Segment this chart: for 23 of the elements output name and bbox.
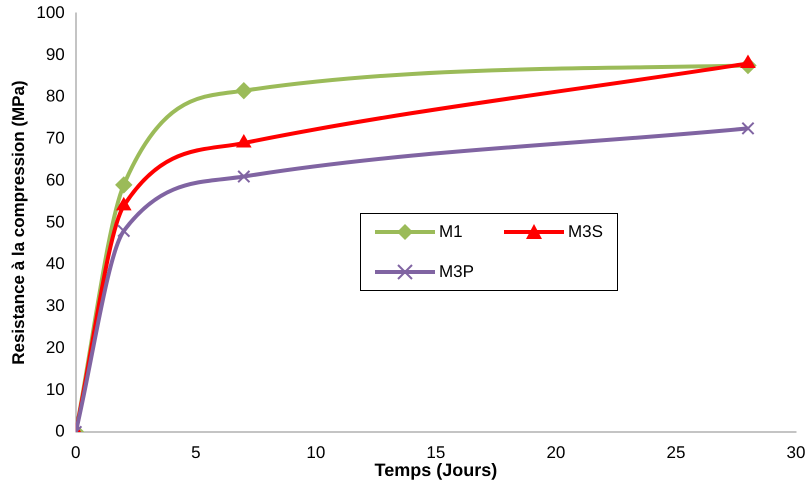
y-tick-label: 60 bbox=[46, 170, 65, 190]
y-tick-label: 90 bbox=[46, 44, 65, 64]
y-axis-title: Resistance à la compression (MPa) bbox=[8, 80, 28, 365]
y-tick-label: 100 bbox=[36, 2, 65, 22]
legend-label: M3P bbox=[439, 262, 474, 282]
y-tick-label: 0 bbox=[55, 422, 65, 441]
y-tick-label: 70 bbox=[46, 128, 65, 148]
x-tick-label: 30 bbox=[786, 442, 806, 462]
y-tick-label: 50 bbox=[46, 212, 65, 232]
x-tick-label: 5 bbox=[191, 442, 201, 462]
x-tick-label: 10 bbox=[306, 442, 326, 462]
y-tick-label: 10 bbox=[46, 380, 65, 399]
x-tick-label: 0 bbox=[71, 442, 80, 462]
x-tick-label: 25 bbox=[666, 442, 686, 462]
y-tick-label: 20 bbox=[46, 338, 65, 357]
x-tick-label: 20 bbox=[546, 442, 566, 462]
x-axis-title: Temps (Jours) bbox=[374, 460, 498, 480]
y-tick-label: 80 bbox=[46, 86, 65, 106]
legend-label: M1 bbox=[439, 222, 463, 242]
y-tick-label: 40 bbox=[46, 254, 65, 274]
y-tick-label: 30 bbox=[46, 296, 65, 316]
x-tick-label: 15 bbox=[426, 442, 446, 462]
legend-label: M3S bbox=[568, 222, 603, 242]
